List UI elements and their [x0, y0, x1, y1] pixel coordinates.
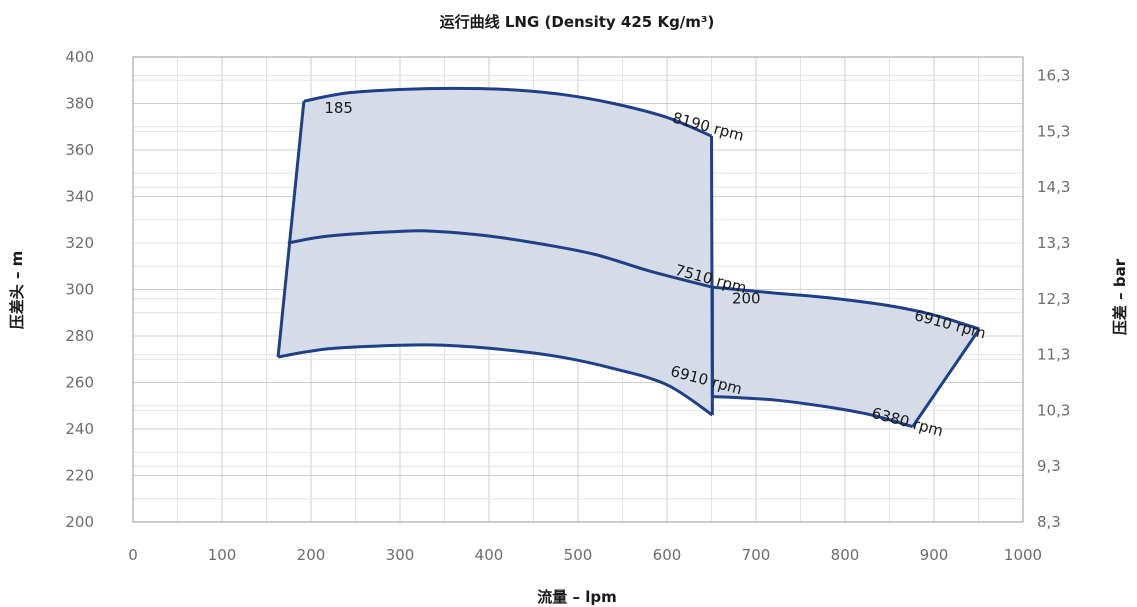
- x-tick-label: 1000: [1004, 546, 1042, 564]
- x-tick-label: 500: [564, 546, 593, 564]
- y2-tick-label: 15,3: [1037, 122, 1070, 140]
- curve-7510-rpm: [287, 229, 713, 289]
- x-tick-label: 400: [475, 546, 504, 564]
- x-axis-title: 流量 – lpm: [537, 588, 616, 606]
- curve-6910-rpm: [277, 343, 714, 417]
- curve-label: 200: [732, 289, 761, 307]
- y-tick-label: 320: [65, 234, 94, 252]
- plot-frame: [132, 56, 1024, 523]
- y-tick-label: 200: [65, 513, 94, 531]
- y-tick-label: 260: [65, 374, 94, 392]
- y-axis-title: 压差头 – m: [8, 251, 26, 330]
- x-tick-label: 900: [920, 546, 949, 564]
- curve-6910-rpm: [712, 285, 980, 331]
- x-tick-label: 100: [208, 546, 237, 564]
- y2-axis-title: 压差 – bar: [1111, 258, 1129, 335]
- curve-line-layer: [276, 86, 981, 429]
- y-tick-label: 380: [65, 95, 94, 113]
- y2-tick-label: 16,3: [1037, 67, 1070, 85]
- y2-tick-label: 13,3: [1037, 234, 1070, 252]
- x-tick-label: 800: [831, 546, 860, 564]
- x-tick-label: 0: [128, 546, 138, 564]
- y2-tick-label: 10,3: [1037, 401, 1070, 419]
- region-boundary-right: [911, 328, 981, 428]
- y-tick-label: 280: [65, 327, 94, 345]
- y-tick-label: 300: [65, 281, 94, 299]
- x-tick-label: 300: [386, 546, 415, 564]
- curve-8190-rpm: [303, 86, 713, 138]
- y-tick-label: 360: [65, 141, 94, 159]
- y2-tick-label: 11,3: [1037, 346, 1070, 364]
- region-fill-layer: [278, 88, 980, 427]
- y2-tick-label: 12,3: [1037, 290, 1070, 308]
- curve-6380-rpm: [712, 394, 914, 429]
- curve-label: 185: [324, 99, 353, 117]
- chart-title: 运行曲线 LNG (Density 425 Kg/m³): [440, 13, 715, 31]
- y-tick-label: 400: [65, 48, 94, 66]
- x-tick-label: 700: [742, 546, 771, 564]
- y-tick-label: 220: [65, 467, 94, 485]
- x-tick-label: 600: [653, 546, 682, 564]
- region-fill-185: [278, 88, 713, 416]
- y-tick-label: 240: [65, 420, 94, 438]
- x-tick-label: 200: [297, 546, 326, 564]
- y2-tick-label: 14,3: [1037, 178, 1070, 196]
- tick-label-layer: 0 100 200 300 400 500 600 700 800 900 1000 200 220 24…: [65, 48, 1070, 564]
- y2-tick-label: 8,3: [1037, 513, 1061, 531]
- y-tick-label: 340: [65, 188, 94, 206]
- region-fill-200: [712, 287, 980, 427]
- region-boundary-left: [276, 101, 306, 358]
- y2-tick-label: 9,3: [1037, 457, 1061, 475]
